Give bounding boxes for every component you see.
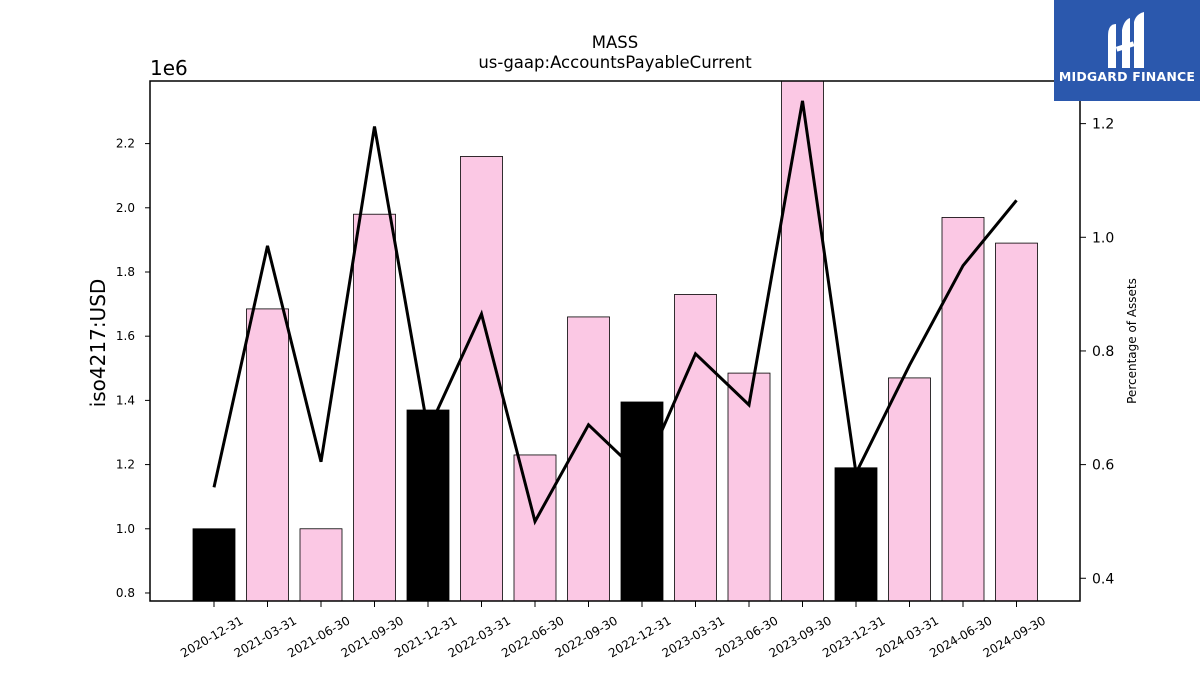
y-tick-label: 2.2 <box>116 137 135 151</box>
y-tick-label: 2.0 <box>116 201 135 215</box>
bar-2023-06-30 <box>727 372 771 602</box>
y-tick-label: 1.6 <box>116 329 135 343</box>
y2-tick-label: 0.4 <box>1092 571 1114 587</box>
y2-tick-label: 0.8 <box>1092 344 1114 360</box>
y-tick-label: 1.2 <box>116 458 135 472</box>
bar-2023-03-31 <box>674 294 717 602</box>
line-layer <box>212 100 1018 526</box>
bar-2021-09-30 <box>353 213 396 602</box>
y-axis-label: iso4217:USD <box>86 279 110 408</box>
bar-2021-06-30 <box>299 528 343 602</box>
bar-2021-03-31 <box>246 308 289 602</box>
y-tick-label: 1.8 <box>116 265 135 279</box>
chart-subtitle: us-gaap:AccountsPayableCurrent <box>478 53 752 72</box>
y-tick-label: 1.0 <box>116 522 135 536</box>
logo-mark-icon <box>1108 12 1144 68</box>
y2-axis-label: Percentage of Assets <box>1125 278 1139 404</box>
bar-2023-12-31 <box>834 467 878 602</box>
bar-2024-09-30 <box>995 242 1038 602</box>
bar-2022-12-31 <box>620 401 664 602</box>
bar-2020-12-31 <box>192 528 236 602</box>
logo: MIDGARD FINANCE <box>1054 0 1200 101</box>
chart-title: MASS <box>592 33 638 52</box>
y-offset-label: 1e6 <box>150 56 188 80</box>
bar-2022-06-30 <box>513 454 557 602</box>
bar-2024-06-30 <box>941 217 985 602</box>
plot-frame <box>149 80 1081 602</box>
y2-tick-label: 1.2 <box>1092 117 1114 133</box>
bar-2022-03-31 <box>460 156 503 602</box>
y-tick-label: 0.8 <box>116 586 135 600</box>
y-tick-label: 1.4 <box>116 393 135 407</box>
bar-2022-09-30 <box>567 316 610 602</box>
bar-2024-03-31 <box>888 377 931 602</box>
percentage-line <box>212 100 1018 526</box>
y2-tick-label: 0.6 <box>1092 458 1114 474</box>
bar-2023-09-30 <box>781 80 824 602</box>
logo-text: MIDGARD FINANCE <box>1058 69 1196 84</box>
bar-2021-12-31 <box>406 409 450 602</box>
bars-layer <box>192 80 1038 602</box>
y2-tick-label: 1.0 <box>1092 230 1114 246</box>
